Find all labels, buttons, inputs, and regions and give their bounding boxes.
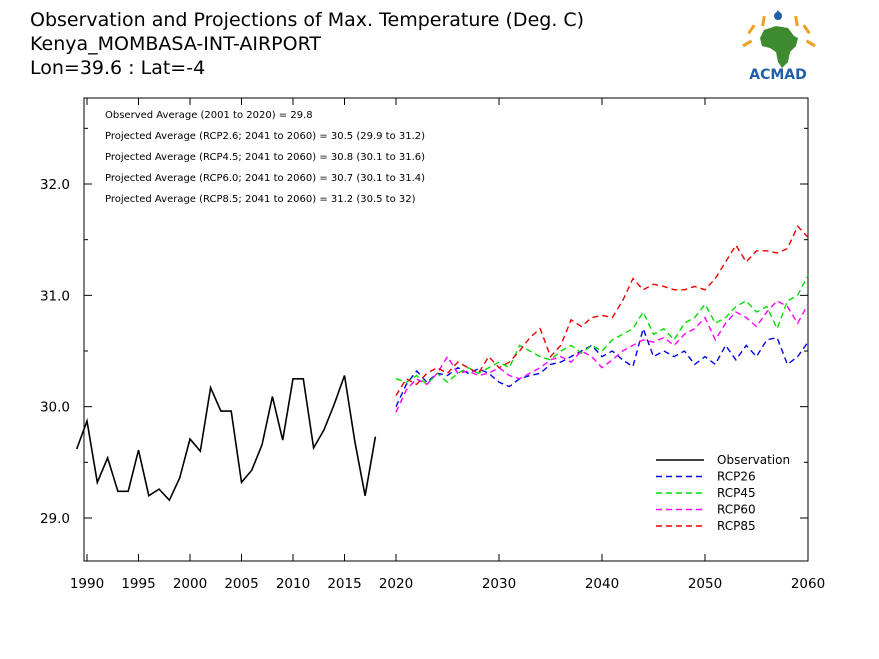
chart-title: Observation and Projections of Max. Temp… <box>30 9 584 31</box>
legend-label: RCP26 <box>717 470 756 484</box>
africa-map-icon <box>742 10 816 68</box>
note-line: Projected Average (RCP6.0; 2041 to 2060)… <box>105 173 425 184</box>
x-tick-label: 1995 <box>121 576 155 592</box>
x-tick-label: 2060 <box>791 576 825 592</box>
station-coords: Lon=39.6 : Lat=-4 <box>30 57 205 79</box>
x-tick-label: 2020 <box>379 576 413 592</box>
y-tick-label: 30.0 <box>40 400 70 416</box>
series-line-rcp60 <box>395 300 809 413</box>
acmad-logo: ACMAD <box>742 10 816 83</box>
series-line-observation <box>75 375 377 502</box>
legend-label: RCP60 <box>717 503 756 517</box>
note-line: Projected Average (RCP2.6; 2041 to 2060)… <box>105 131 425 142</box>
legend: Observation RCP26 RCP45 RCP60 RCP85 <box>656 453 790 533</box>
x-tick-label: 2000 <box>173 576 207 592</box>
y-axis: 29.0 30.0 31.0 32.0 <box>40 127 808 527</box>
station-name: Kenya_MOMBASA-INT-AIRPORT <box>30 33 321 55</box>
x-tick-label: 2030 <box>482 576 516 592</box>
x-tick-label: 2005 <box>224 576 258 592</box>
y-tick-label: 31.0 <box>40 288 70 304</box>
y-tick-label: 32.0 <box>40 177 70 193</box>
plot-frame <box>83 97 809 562</box>
logo-text: ACMAD <box>749 67 807 83</box>
x-tick-label: 2050 <box>688 576 722 592</box>
x-tick-label: 1990 <box>70 576 104 592</box>
legend-label: Observation <box>717 453 790 467</box>
x-tick-label: 2040 <box>585 576 619 592</box>
x-tick-label: 2015 <box>327 576 361 592</box>
note-line: Observed Average (2001 to 2020) = 29.8 <box>105 110 313 121</box>
y-tick-label: 29.0 <box>40 511 70 527</box>
series-line-rcp85 <box>395 225 809 396</box>
note-line: Projected Average (RCP4.5; 2041 to 2060)… <box>105 152 425 163</box>
legend-label: RCP45 <box>717 486 756 500</box>
series-group <box>75 225 809 502</box>
notes-box: Observed Average (2001 to 2020) = 29.8 Pr… <box>105 110 425 205</box>
x-tick-label: 2010 <box>276 576 310 592</box>
note-line: Projected Average (RCP8.5; 2041 to 2060)… <box>105 194 416 205</box>
x-axis: 1990 1995 2000 2005 2010 2015 2020 2030 2040 2050… <box>70 98 825 592</box>
legend-label: RCP85 <box>717 519 756 533</box>
